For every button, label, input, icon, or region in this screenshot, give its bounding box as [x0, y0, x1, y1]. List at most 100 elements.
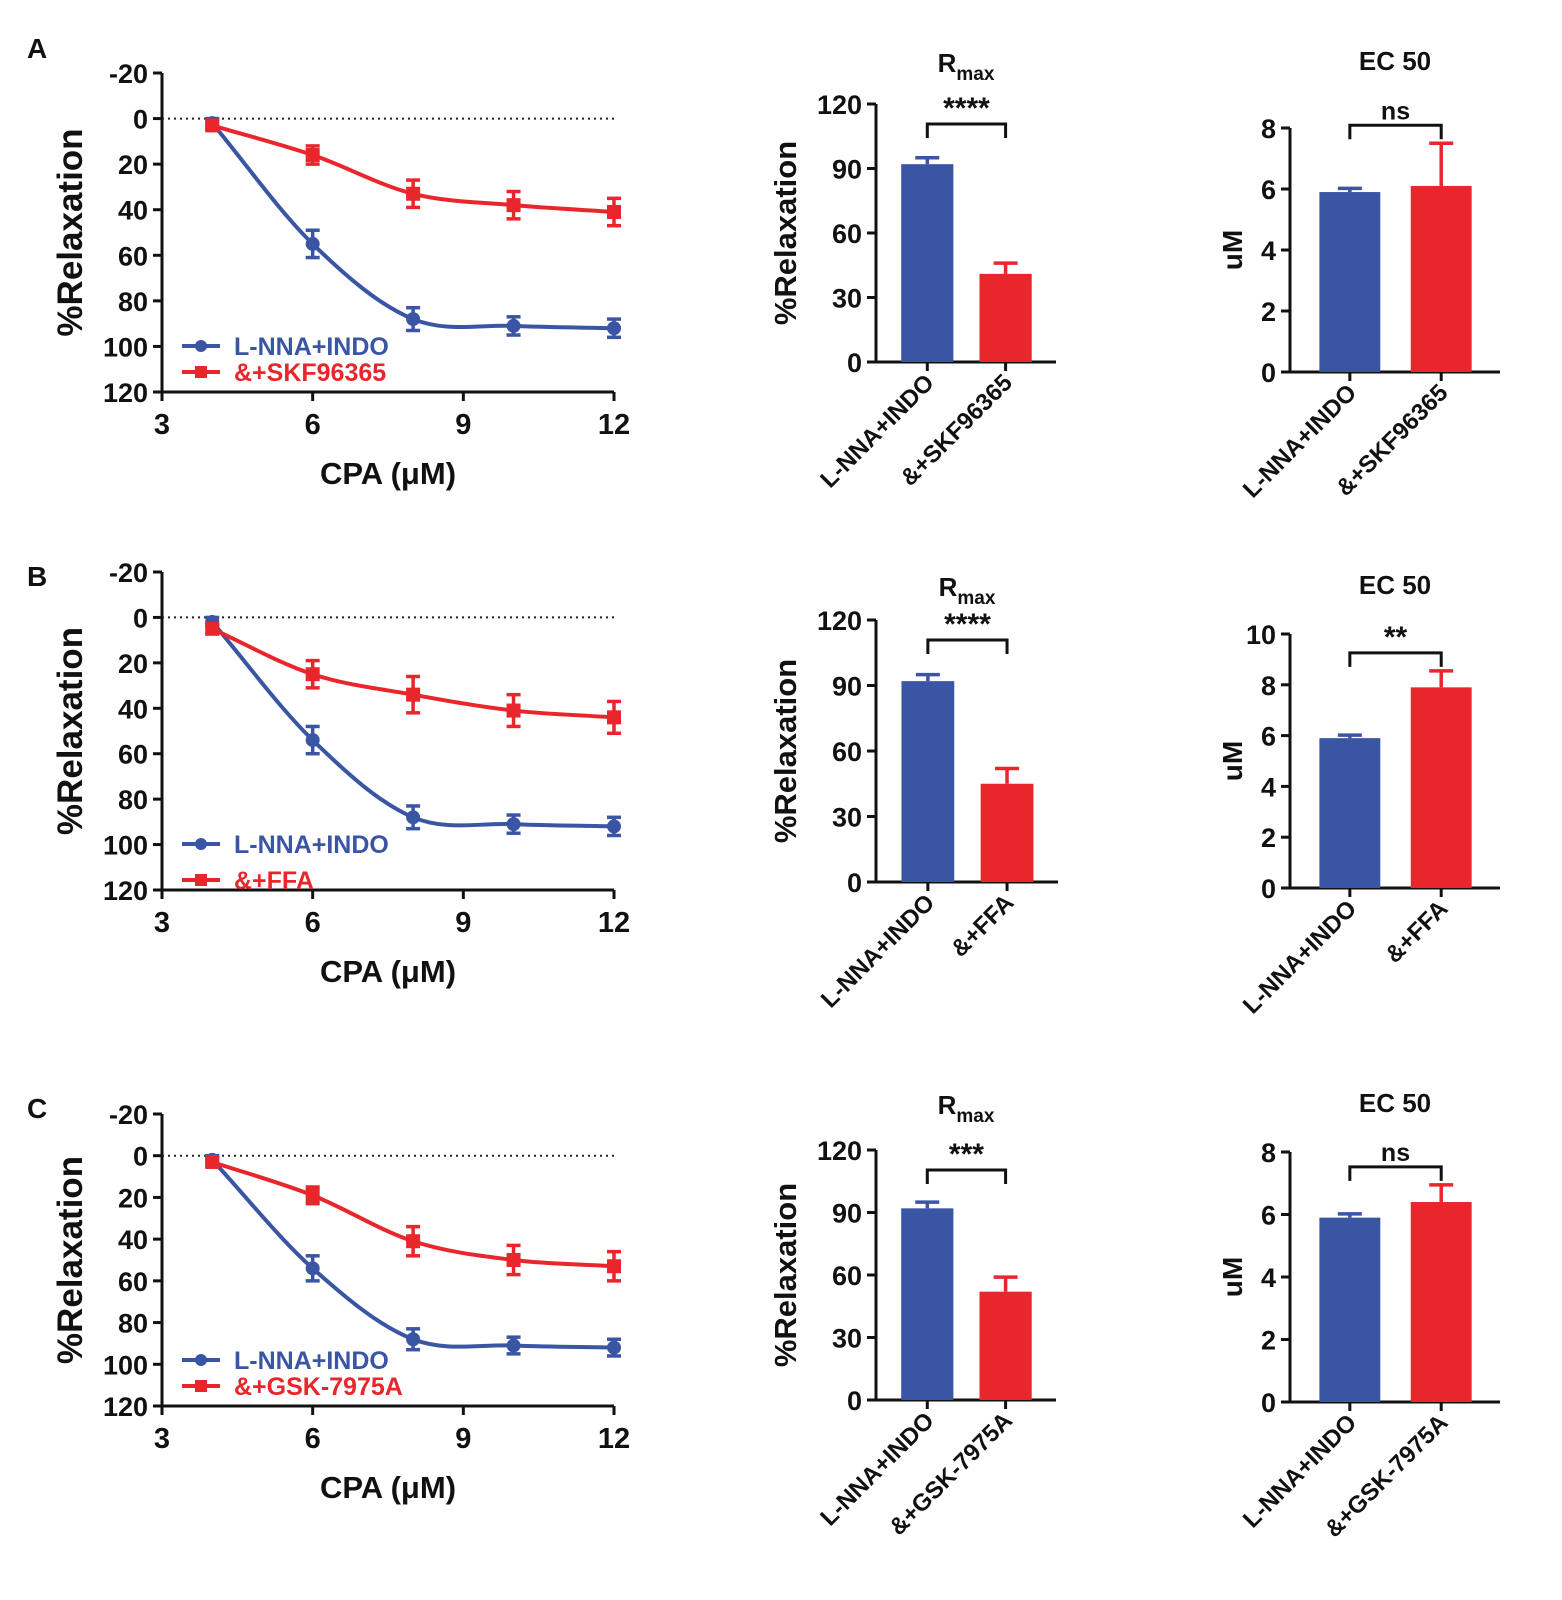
legend-label: L-NNA+INDO — [234, 831, 389, 859]
data-point — [506, 198, 521, 213]
y-axis-label: %Relaxation — [768, 659, 803, 843]
y-tick-label: 8 — [1261, 1138, 1276, 1168]
y-tick-label: 4 — [1261, 772, 1276, 802]
y-tick-label: 120 — [817, 606, 862, 636]
x-tick-label: 12 — [598, 907, 630, 939]
x-tick-label: 9 — [455, 1423, 471, 1455]
chart-title: EC 50 — [1359, 46, 1431, 76]
y-tick-label: 120 — [103, 1392, 148, 1422]
series-control — [205, 116, 621, 340]
significance-label: **** — [944, 608, 991, 641]
y-tick-label: 8 — [1261, 671, 1276, 701]
significance-bracket — [926, 638, 1009, 654]
x-axis-label: CPA (μM) — [320, 954, 456, 989]
significance-bracket — [1348, 1165, 1443, 1181]
y-tick-label: 120 — [817, 90, 862, 120]
panel-label-c: C — [27, 1093, 47, 1124]
bar-treatment — [1410, 1202, 1472, 1402]
y-axis-label: %Relaxation — [51, 128, 90, 336]
y-axis-label: %Relaxation — [768, 1183, 803, 1367]
y-tick-label: 80 — [118, 1309, 148, 1339]
x-tick-label: 12 — [598, 1423, 630, 1455]
x-tick-label: 6 — [305, 409, 321, 441]
legend-label: L-NNA+INDO — [234, 333, 389, 361]
legend-marker — [195, 1354, 207, 1366]
y-axis-label: uM — [1217, 230, 1248, 270]
chart-title-main: EC 50 — [1359, 46, 1431, 76]
panel-label-b: B — [27, 561, 47, 592]
y-tick-label: 0 — [847, 868, 862, 898]
y-tick-label: 60 — [118, 241, 148, 271]
legend-marker — [195, 838, 207, 850]
data-point — [305, 667, 320, 682]
y-tick-label: 30 — [832, 1324, 862, 1354]
chart-title: Rmax — [938, 48, 995, 85]
bar-treatment — [1410, 687, 1472, 888]
y-tick-label: 20 — [118, 649, 148, 679]
y-tick-label: 40 — [118, 1225, 148, 1255]
data-point — [406, 810, 421, 825]
data-point — [506, 318, 521, 333]
ec50-bar-chart-b: 0 2 4 6 8 10 L-NNA+INDO &+FFA ** EC 50 uM — [1217, 570, 1500, 1019]
chart-title-main: EC 50 — [1359, 1088, 1431, 1118]
series-control — [205, 614, 621, 838]
y-tick-label: 60 — [118, 1267, 148, 1297]
y-tick-label: 0 — [1261, 358, 1276, 388]
y-axis-label: %Relaxation — [51, 627, 90, 835]
bar-treatment — [979, 273, 1032, 362]
x-tick-label: 3 — [154, 1423, 170, 1455]
data-point — [205, 118, 220, 133]
x-tick-label: &+FFA — [1380, 895, 1453, 968]
y-tick-label: 80 — [118, 785, 148, 815]
y-tick-label: -20 — [109, 1100, 148, 1130]
legend-marker — [195, 874, 207, 886]
y-tick-label: -20 — [109, 59, 148, 89]
y-tick-label: 120 — [817, 1136, 862, 1166]
chart-title-main: R — [939, 572, 958, 602]
x-tick-label: 3 — [154, 907, 170, 939]
x-tick-label: 6 — [305, 1423, 321, 1455]
y-tick-label: 6 — [1261, 722, 1276, 752]
data-point — [607, 710, 621, 725]
series-curve — [210, 620, 615, 829]
significance-label: ns — [1381, 97, 1410, 125]
data-point — [305, 1261, 320, 1276]
chart-title: Rmax — [938, 1090, 995, 1127]
chart-title-subscript: max — [957, 588, 995, 609]
data-point — [406, 1332, 421, 1347]
x-tick-label: 3 — [154, 409, 170, 441]
series-treatment — [205, 118, 621, 228]
significance-label: ** — [1384, 621, 1408, 654]
y-tick-label: 0 — [133, 1142, 148, 1172]
x-tick-label: 12 — [598, 409, 630, 441]
y-axis-label: uM — [1217, 1257, 1248, 1297]
y-axis-label: %Relaxation — [768, 141, 803, 325]
significance-bracket — [925, 122, 1008, 138]
data-point — [607, 1259, 621, 1274]
y-tick-label: 0 — [847, 1386, 862, 1416]
x-axis-label: CPA (μM) — [320, 456, 456, 491]
y-tick-label: 2 — [1261, 823, 1276, 853]
y-tick-label: 20 — [118, 150, 148, 180]
chart-title-main: EC 50 — [1359, 570, 1431, 600]
data-point — [406, 1234, 421, 1249]
data-point — [305, 733, 320, 748]
x-tick-label: L-NNA+INDO — [816, 889, 940, 1013]
data-point — [205, 621, 220, 636]
x-tick-label: 9 — [455, 409, 471, 441]
series-curve — [210, 121, 615, 331]
chart-title-main: R — [938, 48, 957, 78]
x-axis-label: CPA (μM) — [320, 1470, 456, 1505]
y-tick-label: 30 — [832, 284, 862, 314]
y-tick-label: 2 — [1261, 1326, 1276, 1356]
y-tick-label: -20 — [109, 558, 148, 588]
data-point — [607, 204, 621, 219]
bar-treatment — [1410, 185, 1472, 372]
chart-title: EC 50 — [1359, 570, 1431, 600]
